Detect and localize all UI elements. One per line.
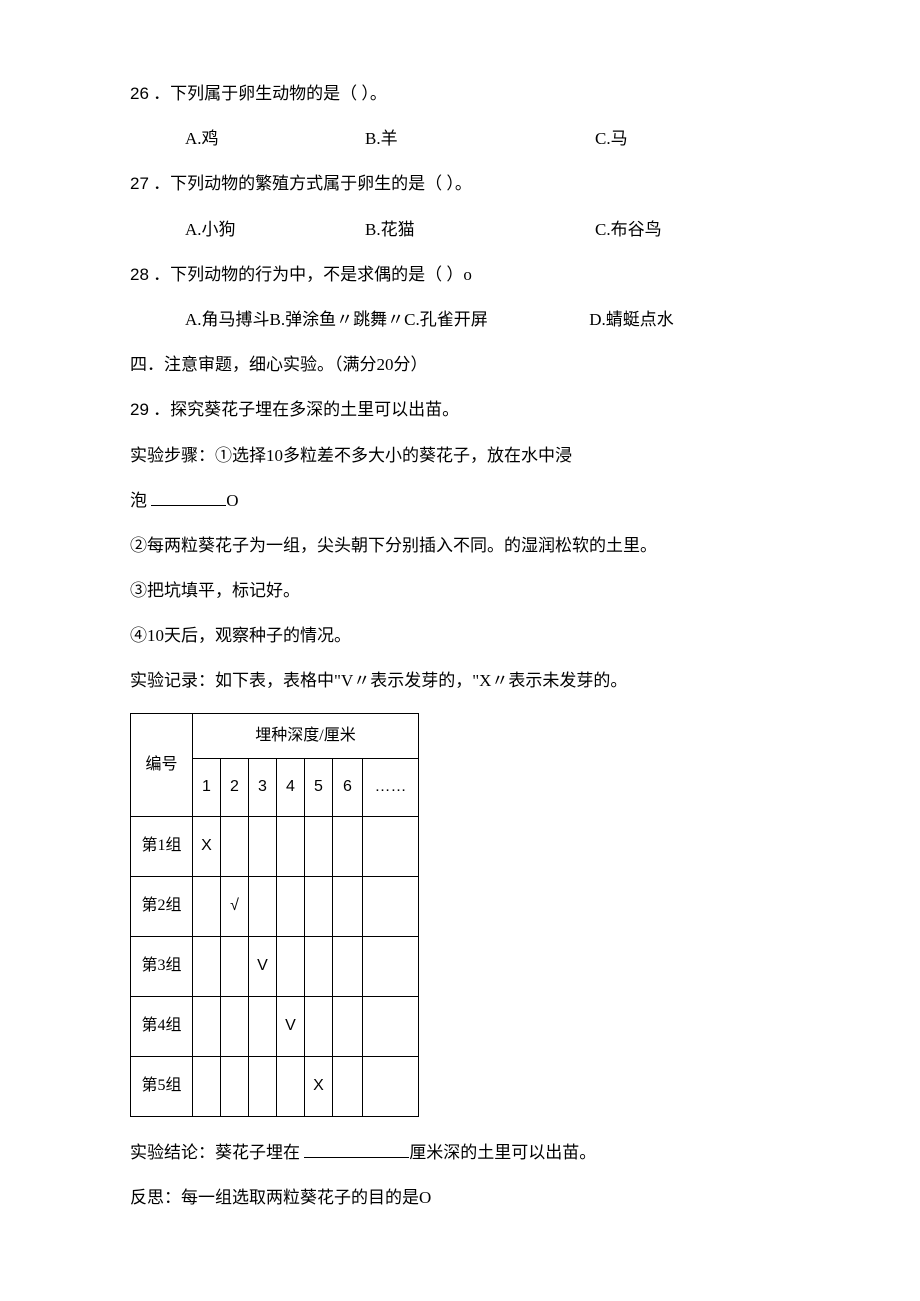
- r2c3: [249, 876, 277, 936]
- table-row: 第3组 V: [131, 936, 419, 996]
- r1c1: X: [193, 816, 221, 876]
- r4c3: [249, 996, 277, 1056]
- blank-field[interactable]: [151, 489, 226, 506]
- q27-options: A.小狗 B.花猫 C.布谷鸟: [185, 216, 790, 243]
- r1c3: [249, 816, 277, 876]
- conclusion-pre: 实验结论：葵花子埋在: [130, 1143, 304, 1162]
- r4c1: [193, 996, 221, 1056]
- r3c4: [277, 936, 305, 996]
- table-row: 第5组 X: [131, 1056, 419, 1116]
- section4-title: 四．注意审题，细心实验。（满分20分）: [130, 351, 790, 378]
- q27-opt-a: A.小狗: [185, 216, 365, 243]
- q27-number: 27: [130, 174, 149, 193]
- r3c1: [193, 936, 221, 996]
- q28-text: ．下列动物的行为中，不是求偶的是（ ）o: [153, 265, 472, 284]
- r4c2: [221, 996, 249, 1056]
- q28-number: 28: [130, 265, 149, 284]
- r2c2: √: [221, 876, 249, 936]
- table-depth-header: 埋种深度/厘米: [193, 713, 419, 758]
- experiment-table: 编号 埋种深度/厘米 1 2 3 4 5 6 …… 第1组 X 第2组 √ 第3…: [130, 713, 419, 1117]
- q29-line: 29 ．探究葵花子埋在多深的土里可以出苗。: [130, 396, 790, 423]
- r2c5: [305, 876, 333, 936]
- col-5: 5: [305, 758, 333, 816]
- q27-opt-c: C.布谷鸟: [595, 216, 745, 243]
- q29-step2: ②每两粒葵花子为一组，尖头朝下分别插入不同。的湿润松软的土里。: [130, 532, 790, 559]
- r5c6: [333, 1056, 363, 1116]
- r3c6: [333, 936, 363, 996]
- row1-label: 第1组: [131, 816, 193, 876]
- q29-step1-post: O: [226, 491, 238, 510]
- q26-number: 26: [130, 84, 149, 103]
- r5c3: [249, 1056, 277, 1116]
- q26-opt-c: C.马: [595, 125, 745, 152]
- r1c5: [305, 816, 333, 876]
- r5c1: [193, 1056, 221, 1116]
- col-1: 1: [193, 758, 221, 816]
- r3c3: V: [249, 936, 277, 996]
- q28-options: A.角马搏斗B.弹涂鱼〃跳舞〃C.孔雀开屏 D.蜻蜓点水: [185, 306, 790, 333]
- row4-label: 第4组: [131, 996, 193, 1056]
- r5c2: [221, 1056, 249, 1116]
- r2c4: [277, 876, 305, 936]
- table-row: 第1组 X: [131, 816, 419, 876]
- q26-opt-a: A.鸡: [185, 125, 365, 152]
- table-row: 第2组 √: [131, 876, 419, 936]
- r3c7: [363, 936, 419, 996]
- q29-number: 29: [130, 400, 149, 419]
- q29-step2-dot: 。: [487, 536, 504, 555]
- reflection-line: 反思：每一组选取两粒葵花子的目的是O: [130, 1184, 790, 1211]
- q26-opt-b: B.羊: [365, 125, 595, 152]
- col-6: 6: [333, 758, 363, 816]
- q29-step2-pre: ②每两粒葵花子为一组，尖头朝下分别插入不同: [130, 536, 487, 555]
- q29-record-intro: 实验记录：如下表，表格中"V〃表示发芽的，"X〃表示未发芽的。: [130, 667, 790, 694]
- r5c5: X: [305, 1056, 333, 1116]
- row3-label: 第3组: [131, 936, 193, 996]
- r4c4: V: [277, 996, 305, 1056]
- col-4: 4: [277, 758, 305, 816]
- r5c7: [363, 1056, 419, 1116]
- row5-label: 第5组: [131, 1056, 193, 1116]
- r3c5: [305, 936, 333, 996]
- r4c6: [333, 996, 363, 1056]
- conclusion-line: 实验结论：葵花子埋在 厘米深的土里可以出苗。: [130, 1139, 790, 1166]
- r1c2: [221, 816, 249, 876]
- r1c6: [333, 816, 363, 876]
- table-row-header: 编号: [131, 713, 193, 816]
- r4c5: [305, 996, 333, 1056]
- q26-options: A.鸡 B.羊 C.马: [185, 125, 790, 152]
- r5c4: [277, 1056, 305, 1116]
- q29-step2-post: 的湿润松软的土里。: [504, 536, 657, 555]
- q29-step1-cont: 泡 O: [130, 487, 790, 514]
- q26-text: ．下列属于卵生动物的是（ ）。: [153, 84, 387, 103]
- q29-step3: ③把坑填平，标记好。: [130, 577, 790, 604]
- q28-opt-d: D.蜻蜓点水: [589, 306, 674, 333]
- r2c6: [333, 876, 363, 936]
- r1c7: [363, 816, 419, 876]
- q28-line: 28 ．下列动物的行为中，不是求偶的是（ ）o: [130, 261, 790, 288]
- q29-text: ．探究葵花子埋在多深的土里可以出苗。: [153, 400, 459, 419]
- q27-text: ．下列动物的繁殖方式属于卵生的是（ ）。: [153, 174, 472, 193]
- row2-label: 第2组: [131, 876, 193, 936]
- q29-step-intro: 实验步骤：①选择10多粒差不多大小的葵花子，放在水中浸: [130, 442, 790, 469]
- blank-field[interactable]: [304, 1141, 409, 1158]
- q27-opt-b: B.花猫: [365, 216, 595, 243]
- q28-opt-abc: A.角马搏斗B.弹涂鱼〃跳舞〃C.孔雀开屏: [185, 306, 585, 333]
- q27-line: 27 ．下列动物的繁殖方式属于卵生的是（ ）。: [130, 170, 790, 197]
- q29-step4: ④10天后，观察种子的情况。: [130, 622, 790, 649]
- table-row: 第4组 V: [131, 996, 419, 1056]
- q26-line: 26 ．下列属于卵生动物的是（ ）。: [130, 80, 790, 107]
- col-2: 2: [221, 758, 249, 816]
- r1c4: [277, 816, 305, 876]
- q29-step1-pre: 泡: [130, 491, 151, 510]
- col-3: 3: [249, 758, 277, 816]
- r2c7: [363, 876, 419, 936]
- r3c2: [221, 936, 249, 996]
- r4c7: [363, 996, 419, 1056]
- conclusion-post: 厘米深的土里可以出苗。: [409, 1143, 596, 1162]
- table-header-row-1: 编号 埋种深度/厘米: [131, 713, 419, 758]
- col-dots: ……: [363, 758, 419, 816]
- r2c1: [193, 876, 221, 936]
